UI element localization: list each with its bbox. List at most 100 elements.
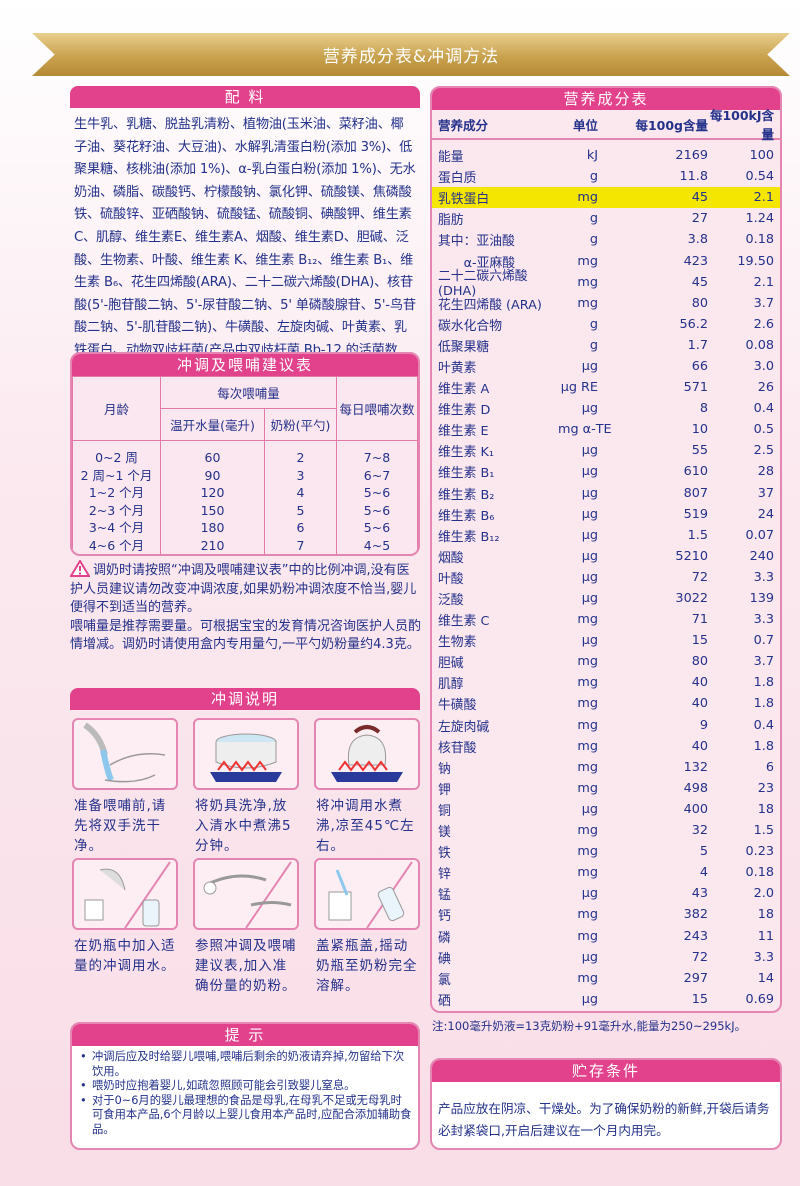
shake-bottle-icon	[328, 861, 413, 928]
ingredients-text: 生牛乳、乳糖、脱盐乳清粉、植物油(玉米油、菜籽油、椰子油、葵花籽油、大豆油)、水…	[74, 117, 416, 381]
feeding-cell: 6~7	[336, 466, 418, 484]
storage-text: 产品应放在阴凉、干燥处。为了确保奶粉的新鲜,开袋后请务必封紧袋口,开启后建议在一…	[438, 1101, 770, 1138]
warning-triangle-icon	[70, 560, 90, 577]
value-per-100kj: 24	[757, 506, 774, 522]
step-illustration	[72, 858, 178, 930]
value-per-100g: 43	[691, 886, 708, 902]
nutrient-name: 维生素 K₁	[438, 445, 494, 461]
value-per-100kj: 19.50	[737, 253, 774, 269]
nutrient-unit: mg	[577, 738, 598, 754]
value-per-100kj: 2.5	[753, 443, 774, 459]
value-per-100kj: 2.6	[753, 316, 774, 332]
kettle-icon	[331, 725, 403, 782]
nutrition-table: 营养成分表 营养成分 单位 每100g含量 每100kJ含量 能量 kJ 2169 1…	[430, 86, 782, 1013]
tip-item: 对于0~6月的婴儿最理想的食品是母乳,在母乳不足或无母乳时可食用本产品,6个月龄…	[80, 1094, 412, 1138]
nutrient-name: 叶酸	[438, 571, 464, 587]
nutrition-row: 花生四烯酸 (ARA) mg 80 3.7	[432, 293, 780, 314]
nutrient-unit: μg	[581, 569, 598, 585]
nutrient-unit: mg	[577, 190, 598, 206]
nutrition-row: 钾 mg 498 23	[432, 778, 780, 799]
value-per-100kj: 240	[749, 548, 774, 564]
nutrient-unit: μg	[581, 991, 598, 1007]
nutrition-row: 维生素 K₁ μg 55 2.5	[432, 440, 780, 461]
value-per-100kj: 3.7	[753, 295, 774, 311]
feeding-cell: 5~6	[336, 501, 418, 519]
value-per-100kj: 18	[757, 801, 774, 817]
value-per-100kj: 18	[757, 907, 774, 923]
feeding-note: 喂哺量是推荐需要量。可根据宝宝的发育情况咨询医护人员酌情增减。调奶时请使用盒内专…	[70, 618, 422, 653]
value-per-100g: 3022	[675, 591, 708, 607]
value-per-100kj: 6	[765, 759, 774, 775]
step-illustration	[193, 858, 299, 930]
nutrient-unit: mg	[577, 759, 598, 775]
nutrition-row: 脂肪 g 27 1.24	[432, 208, 780, 229]
feeding-row: 0~2 周 60 2 7~8	[72, 440, 418, 467]
value-per-100g: 400	[683, 801, 708, 817]
nutrient-unit: μg	[581, 886, 598, 902]
value-per-100g: 56.2	[679, 316, 709, 332]
value-per-100g: 32	[691, 823, 708, 839]
preparation-steps: 冲调说明 准备喂哺前,请先将双手洗干净。 将奶具洗净,放入清水中煮沸5分钟。 将冲调…	[70, 688, 420, 998]
nutrition-row: 胆碱 mg 80 3.7	[432, 651, 780, 672]
nutrition-row: 铜 μg 400 18	[432, 799, 780, 820]
nutrition-row: 其中：亚油酸 g 3.8 0.18	[432, 229, 780, 250]
nutrition-row: 磷 mg 243 11	[432, 925, 780, 946]
value-per-100g: 571	[683, 380, 708, 396]
nutrient-unit: g	[589, 211, 598, 227]
feeding-cell: 0~2 周	[72, 440, 161, 467]
nutrient-unit: μg	[581, 801, 598, 817]
value-per-100g: 243	[683, 928, 708, 944]
value-per-100kj: 26	[757, 380, 774, 396]
nutrient-unit: μg	[581, 506, 598, 522]
col-per-100kj: 每100kJ含量	[709, 108, 774, 142]
step-item: 将冲调用水煮沸,凉至45℃左右。	[314, 718, 420, 858]
nutrient-name: 维生素 E	[438, 424, 489, 440]
nutrient-unit: g	[589, 169, 598, 185]
nutrition-row: 肌醇 mg 40 1.8	[432, 672, 780, 693]
nutrient-unit: μg	[581, 591, 598, 607]
value-per-100kj: 3.3	[753, 949, 774, 965]
feeding-row: 3~4 个月 180 6 5~6	[72, 519, 418, 537]
nutrient-unit: μg RE	[560, 380, 598, 396]
feeding-cell: 4	[264, 484, 337, 502]
value-per-100g: 8	[699, 401, 708, 417]
value-per-100kj: 0.23	[745, 844, 775, 860]
nutrition-row: 硒 μg 15 0.69	[432, 989, 780, 1010]
value-per-100kj: 3.3	[753, 569, 774, 585]
warning-notes: 调奶时请按照“冲调及喂哺建议表”中的比例冲调,没有医护人员建议请勿改变冲调浓度,…	[70, 560, 422, 655]
nutrient-name: 牛磺酸	[438, 698, 477, 714]
col-per-feed: 每次喂哺量	[160, 376, 337, 409]
nutrient-name: 铜	[438, 803, 451, 819]
wash-hands-icon	[83, 722, 166, 783]
nutrient-name: 磷	[438, 930, 451, 946]
nutrient-name: 乳铁蛋白	[438, 192, 490, 208]
col-water: 温开水量(毫升)	[160, 408, 265, 441]
value-per-100kj: 2.1	[753, 190, 774, 206]
value-per-100g: 610	[683, 464, 708, 480]
nutrition-row: 碳水化合物 g 56.2 2.6	[432, 314, 780, 335]
storage-header: 贮存条件	[432, 1060, 780, 1082]
feeding-row: 4~6 个月 210 7 4~5	[72, 536, 418, 554]
nutrition-row: α-亚麻酸 mg 423 19.50	[432, 250, 780, 271]
value-per-100kj: 23	[757, 780, 774, 796]
value-per-100kj: 139	[749, 591, 774, 607]
nutrition-row: 维生素 E mg α-TE 10 0.5	[432, 419, 780, 440]
feeding-cell: 7~8	[336, 440, 418, 467]
scoop-powder-icon	[203, 861, 292, 928]
nutrition-row: 低聚果糖 g 1.7 0.08	[432, 335, 780, 356]
nutrition-column-headers: 营养成分 单位 每100g含量 每100kJ含量	[432, 108, 780, 142]
feeding-table-header: 冲调及喂哺建议表	[72, 354, 418, 376]
nutrient-unit: mg	[577, 654, 598, 670]
nutrition-row: 蛋白质 g 11.8 0.54	[432, 166, 780, 187]
nutrient-name: 维生素 A	[438, 382, 490, 398]
value-per-100g: 45	[691, 274, 708, 290]
nutrient-unit: g	[589, 316, 598, 332]
value-per-100g: 519	[683, 506, 708, 522]
nutrient-name: 锌	[438, 867, 451, 883]
nutrition-row: 维生素 A μg RE 571 26	[432, 377, 780, 398]
step-illustration	[193, 718, 299, 790]
nutrition-row: 维生素 D μg 8 0.4	[432, 398, 780, 419]
value-per-100g: 132	[683, 759, 708, 775]
feeding-cell: 1~2 个月	[72, 484, 161, 502]
nutrient-name: 二十二碳六烯酸 (DHA)	[438, 269, 528, 300]
